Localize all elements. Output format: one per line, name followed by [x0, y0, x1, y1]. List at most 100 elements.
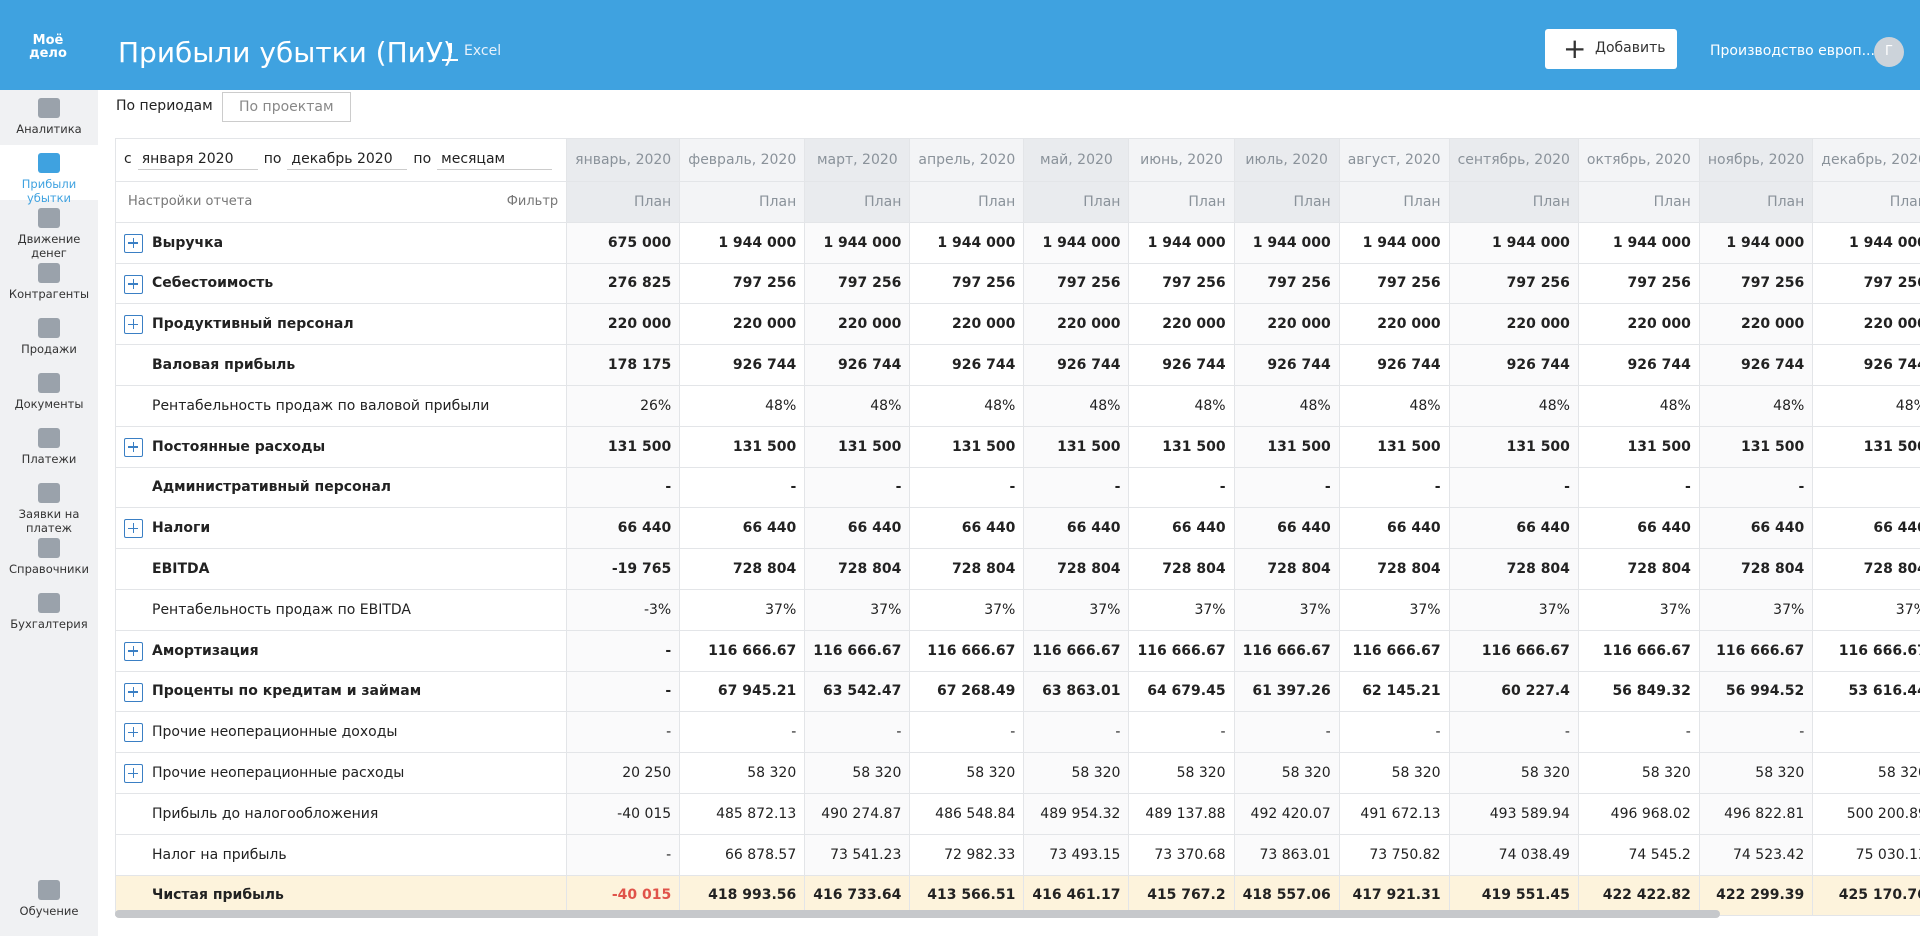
month-header[interactable]: декабрь, 2020	[1813, 139, 1920, 182]
sidebar-label: Платежи	[22, 452, 77, 466]
sidebar-label: Продажи	[21, 342, 77, 356]
value-cell: 1 944 000	[1129, 222, 1234, 263]
value-cell: 58 320	[1234, 753, 1339, 794]
expand-button[interactable]	[124, 315, 143, 334]
value-cell: 728 804	[1578, 549, 1699, 590]
month-header[interactable]: март, 2020	[805, 139, 910, 182]
value-cell: 116 666.67	[1234, 630, 1339, 671]
data-row: Себестоимость276 825797 256797 256797 25…	[116, 263, 1920, 304]
sidebar-item[interactable]: Прибыли убытки	[0, 145, 98, 200]
value-cell: -	[805, 467, 910, 508]
row-label-cell: Себестоимость	[116, 263, 567, 304]
value-cell: 178 175	[567, 345, 680, 386]
value-cell: 26%	[567, 385, 680, 426]
row-label-cell: Продуктивный персонал	[116, 304, 567, 345]
month-header[interactable]: июль, 2020	[1234, 139, 1339, 182]
value-cell: 496 968.02	[1578, 793, 1699, 834]
value-cell: 37%	[1234, 589, 1339, 630]
sidebar-icon	[38, 153, 60, 173]
value-cell: 220 000	[910, 304, 1024, 345]
row-label-cell: Проценты по кредитам и займам	[116, 671, 567, 712]
data-row: Валовая прибыль178 175926 744926 744926 …	[116, 345, 1920, 386]
sidebar-item[interactable]: Заявки на платеж	[0, 475, 98, 530]
value-cell: 926 744	[805, 345, 910, 386]
company-name[interactable]: Производство европ...	[1710, 43, 1875, 59]
value-cell: -19 765	[567, 549, 680, 590]
month-header[interactable]: июнь, 2020	[1129, 139, 1234, 182]
value-cell: -	[1129, 467, 1234, 508]
month-header[interactable]: февраль, 2020	[680, 139, 805, 182]
value-cell: 73 863.01	[1234, 834, 1339, 875]
value-cell: 220 000	[567, 304, 680, 345]
month-header[interactable]: апрель, 2020	[910, 139, 1024, 182]
value-cell: 58 320	[680, 753, 805, 794]
filter-input[interactable]: декабрь 2020	[287, 151, 407, 170]
expand-button[interactable]	[124, 683, 143, 702]
expand-button[interactable]	[124, 519, 143, 538]
tab[interactable]: По проектам	[222, 92, 351, 122]
value-cell: 61 397.26	[1234, 671, 1339, 712]
sidebar-item[interactable]: Платежи	[0, 420, 98, 475]
sidebar-label: Контрагенты	[9, 287, 89, 301]
month-header[interactable]: август, 2020	[1339, 139, 1449, 182]
value-cell: -	[567, 671, 680, 712]
plan-header: План	[1339, 182, 1449, 223]
value-cell: 131 500	[1024, 426, 1129, 467]
value-cell: 73 541.23	[805, 834, 910, 875]
value-cell: 74 523.42	[1699, 834, 1812, 875]
value-cell: 72 982.33	[910, 834, 1024, 875]
value-cell: 220 000	[805, 304, 910, 345]
data-row: Налог на прибыль-66 878.5773 541.2372 98…	[116, 834, 1920, 875]
month-header[interactable]: январь, 2020	[567, 139, 680, 182]
sidebar-item[interactable]: Продажи	[0, 310, 98, 365]
logo[interactable]: Моёдело	[28, 34, 68, 60]
sidebar-item[interactable]: Обучение	[0, 880, 98, 918]
value-cell: 728 804	[1129, 549, 1234, 590]
month-header[interactable]: ноябрь, 2020	[1699, 139, 1812, 182]
sidebar-label: Бухгалтерия	[10, 617, 87, 631]
filter-input[interactable]: января 2020	[138, 151, 258, 170]
value-cell: -	[1578, 712, 1699, 753]
value-cell: 116 666.67	[1339, 630, 1449, 671]
sidebar-item[interactable]: Аналитика	[0, 90, 98, 145]
month-header[interactable]: октябрь, 2020	[1578, 139, 1699, 182]
sidebar-item[interactable]: Движение денег	[0, 200, 98, 255]
value-cell: 58 320	[1129, 753, 1234, 794]
excel-export[interactable]: Excel	[440, 43, 501, 59]
value-cell: 131 500	[680, 426, 805, 467]
value-cell: -	[910, 467, 1024, 508]
month-header[interactable]: май, 2020	[1024, 139, 1129, 182]
sidebar-item[interactable]: Контрагенты	[0, 255, 98, 310]
expand-button[interactable]	[124, 438, 143, 457]
sidebar-label: Документы	[15, 397, 84, 411]
value-cell: 1 944 000	[680, 222, 805, 263]
avatar[interactable]: Г	[1874, 37, 1904, 67]
filter-button[interactable]: Фильтр	[507, 194, 558, 209]
expand-button[interactable]	[124, 764, 143, 783]
value-cell: 58 320	[910, 753, 1024, 794]
value-cell: 48%	[1578, 385, 1699, 426]
month-header[interactable]: сентябрь, 2020	[1449, 139, 1578, 182]
value-cell: 926 744	[1578, 345, 1699, 386]
filter-input[interactable]: месяцам	[437, 151, 552, 170]
sidebar-item[interactable]: Справочники	[0, 530, 98, 585]
scrollbar[interactable]	[115, 910, 1720, 918]
add-button[interactable]: Добавить	[1545, 29, 1677, 69]
expand-button[interactable]	[124, 723, 143, 742]
value-cell: 66 440	[1234, 508, 1339, 549]
expand-button[interactable]	[124, 234, 143, 253]
pnl-table: сянваря 2020подекабрь 2020помесяцамянвар…	[115, 138, 1920, 916]
row-label: Прочие неоперационные расходы	[152, 765, 404, 781]
sidebar-item[interactable]: Бухгалтерия	[0, 585, 98, 640]
expand-button[interactable]	[124, 642, 143, 661]
value-cell: 66 440	[1129, 508, 1234, 549]
app-header: Моёдело Прибыли убытки (ПиУ) Excel Добав…	[0, 0, 1920, 90]
value-cell: 500 200.89	[1813, 793, 1920, 834]
sidebar-item[interactable]: Документы	[0, 365, 98, 420]
expand-button[interactable]	[124, 275, 143, 294]
tab[interactable]: По периодам	[100, 92, 229, 122]
data-row: Проценты по кредитам и займам-67 945.216…	[116, 671, 1920, 712]
data-row: Прочие неоперационные доходы------------	[116, 712, 1920, 753]
report-settings[interactable]: Настройки отчета	[124, 194, 252, 209]
